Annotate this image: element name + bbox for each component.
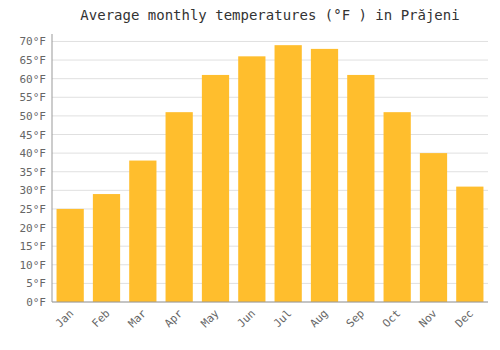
grid-line bbox=[52, 97, 488, 98]
y-tick-label: 20°F bbox=[20, 222, 47, 235]
y-axis: 0°F 5°F 10°F 15°F 20°F 25°F 30°F 35°F 40°F 45°F 50… bbox=[20, 34, 53, 309]
x-tick-label: Jul bbox=[271, 307, 294, 330]
bar bbox=[384, 112, 411, 302]
grid bbox=[52, 41, 488, 302]
x-tick-label: Aug bbox=[307, 307, 330, 330]
bar bbox=[311, 49, 338, 302]
y-tick-label: 30°F bbox=[20, 184, 47, 197]
chart-container: Average monthly temperatures (°F ) in Pr… bbox=[0, 0, 500, 350]
y-tick-label: 45°F bbox=[20, 129, 47, 142]
y-tick-label: 15°F bbox=[20, 240, 47, 253]
grid-line bbox=[52, 60, 488, 61]
x-tick-label: Nov bbox=[416, 307, 440, 331]
bar bbox=[202, 75, 229, 302]
y-tick-label: 25°F bbox=[20, 203, 47, 216]
y-axis-line bbox=[52, 34, 53, 302]
x-tick-label: Mar bbox=[126, 307, 150, 331]
y-tick-label: 65°F bbox=[20, 54, 47, 67]
bar bbox=[129, 161, 156, 302]
grid-line bbox=[52, 78, 488, 79]
y-tick-label: 60°F bbox=[20, 73, 47, 86]
x-tick-label: Feb bbox=[89, 307, 112, 330]
y-tick-label: 5°F bbox=[26, 277, 46, 290]
grid-line bbox=[52, 134, 488, 135]
grid-line bbox=[52, 41, 488, 42]
y-tick-label: 35°F bbox=[20, 166, 47, 179]
bar bbox=[93, 194, 120, 302]
bar bbox=[420, 153, 447, 302]
y-tick-label: 10°F bbox=[20, 259, 47, 272]
x-tick-label: Jun bbox=[235, 307, 258, 330]
grid-line bbox=[52, 302, 488, 303]
chart-title: Average monthly temperatures (°F ) in Pr… bbox=[80, 7, 459, 23]
y-tick-label: 0°F bbox=[26, 296, 46, 309]
x-tick-label: Jan bbox=[53, 307, 76, 330]
y-tick-label: 70°F bbox=[20, 35, 47, 48]
bar bbox=[57, 209, 84, 302]
bar bbox=[275, 45, 302, 302]
y-tick-label: 40°F bbox=[20, 147, 47, 160]
y-tick-label: 55°F bbox=[20, 91, 47, 104]
x-axis-line bbox=[52, 302, 488, 303]
x-tick-label: Dec bbox=[453, 307, 476, 330]
grid-line bbox=[52, 115, 488, 116]
x-tick-label: May bbox=[198, 307, 222, 331]
x-tick-label: Apr bbox=[162, 307, 186, 331]
x-tick-label: Oct bbox=[380, 307, 403, 330]
y-tick-label: 50°F bbox=[20, 110, 47, 123]
chart-svg: Average monthly temperatures (°F ) in Pr… bbox=[0, 0, 500, 350]
x-axis: Jan Feb Mar Apr May Jun Jul Aug Sep Oct Nov Dec bbox=[52, 302, 488, 330]
x-tick-label: Sep bbox=[344, 307, 367, 330]
bars bbox=[57, 45, 484, 302]
bar bbox=[166, 112, 193, 302]
bar bbox=[456, 187, 483, 302]
bar bbox=[238, 56, 265, 302]
bar bbox=[347, 75, 374, 302]
